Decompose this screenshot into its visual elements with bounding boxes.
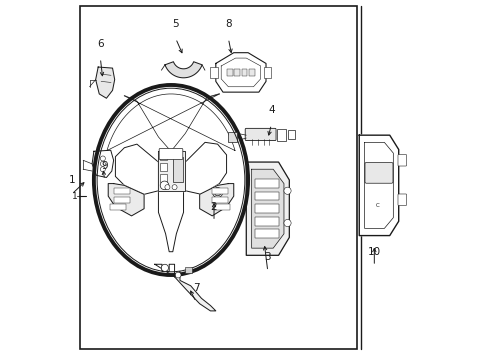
Polygon shape xyxy=(107,94,235,151)
Bar xyxy=(255,204,278,213)
Polygon shape xyxy=(164,62,202,78)
Circle shape xyxy=(161,264,168,271)
Bar xyxy=(212,197,228,203)
Ellipse shape xyxy=(94,85,247,275)
Text: 8: 8 xyxy=(224,19,231,30)
Bar xyxy=(113,197,129,203)
Bar xyxy=(234,69,240,76)
Circle shape xyxy=(100,161,105,166)
Circle shape xyxy=(284,187,290,194)
Polygon shape xyxy=(215,53,265,92)
Text: 7: 7 xyxy=(192,283,199,293)
Text: 1: 1 xyxy=(68,175,75,185)
Bar xyxy=(80,6,357,348)
Bar xyxy=(287,130,295,139)
Polygon shape xyxy=(185,142,226,194)
Text: 4: 4 xyxy=(267,105,274,116)
Text: 10: 10 xyxy=(367,247,380,257)
Text: 9: 9 xyxy=(101,161,108,171)
Circle shape xyxy=(172,185,177,190)
Bar xyxy=(276,129,285,140)
Bar xyxy=(248,69,254,76)
FancyBboxPatch shape xyxy=(159,148,183,159)
Polygon shape xyxy=(96,67,115,98)
Polygon shape xyxy=(115,144,158,194)
Polygon shape xyxy=(92,150,113,177)
Polygon shape xyxy=(155,264,215,311)
Polygon shape xyxy=(108,184,144,216)
FancyBboxPatch shape xyxy=(244,129,276,140)
Polygon shape xyxy=(246,162,289,255)
Text: 1–: 1– xyxy=(72,192,81,201)
Bar xyxy=(241,69,247,76)
Bar xyxy=(159,174,167,182)
Text: 6: 6 xyxy=(97,39,103,49)
Text: C: C xyxy=(375,203,378,208)
Bar xyxy=(228,132,237,141)
Circle shape xyxy=(164,185,169,190)
Bar xyxy=(210,67,217,78)
FancyBboxPatch shape xyxy=(397,154,406,166)
Circle shape xyxy=(100,167,105,172)
Polygon shape xyxy=(158,151,185,191)
Text: 2: 2 xyxy=(210,202,217,212)
Circle shape xyxy=(214,189,221,196)
Bar xyxy=(255,192,278,201)
Circle shape xyxy=(284,220,290,226)
Polygon shape xyxy=(251,169,284,248)
Bar xyxy=(255,179,278,188)
Polygon shape xyxy=(158,191,185,252)
Bar xyxy=(110,204,126,211)
FancyBboxPatch shape xyxy=(364,162,392,183)
Bar xyxy=(172,157,183,182)
Text: 3: 3 xyxy=(264,252,270,262)
Bar xyxy=(264,67,271,78)
Bar xyxy=(159,163,167,171)
Circle shape xyxy=(175,272,181,278)
Circle shape xyxy=(100,156,105,161)
Polygon shape xyxy=(199,184,233,216)
Bar xyxy=(185,267,191,273)
Bar xyxy=(227,69,233,76)
Bar xyxy=(214,204,230,211)
Polygon shape xyxy=(359,135,398,235)
Bar xyxy=(212,188,228,194)
Text: 5: 5 xyxy=(172,19,179,30)
FancyBboxPatch shape xyxy=(397,194,406,206)
Bar xyxy=(113,188,129,194)
Circle shape xyxy=(160,181,168,190)
Bar xyxy=(159,152,167,160)
Bar xyxy=(255,217,278,226)
Bar xyxy=(255,229,278,238)
